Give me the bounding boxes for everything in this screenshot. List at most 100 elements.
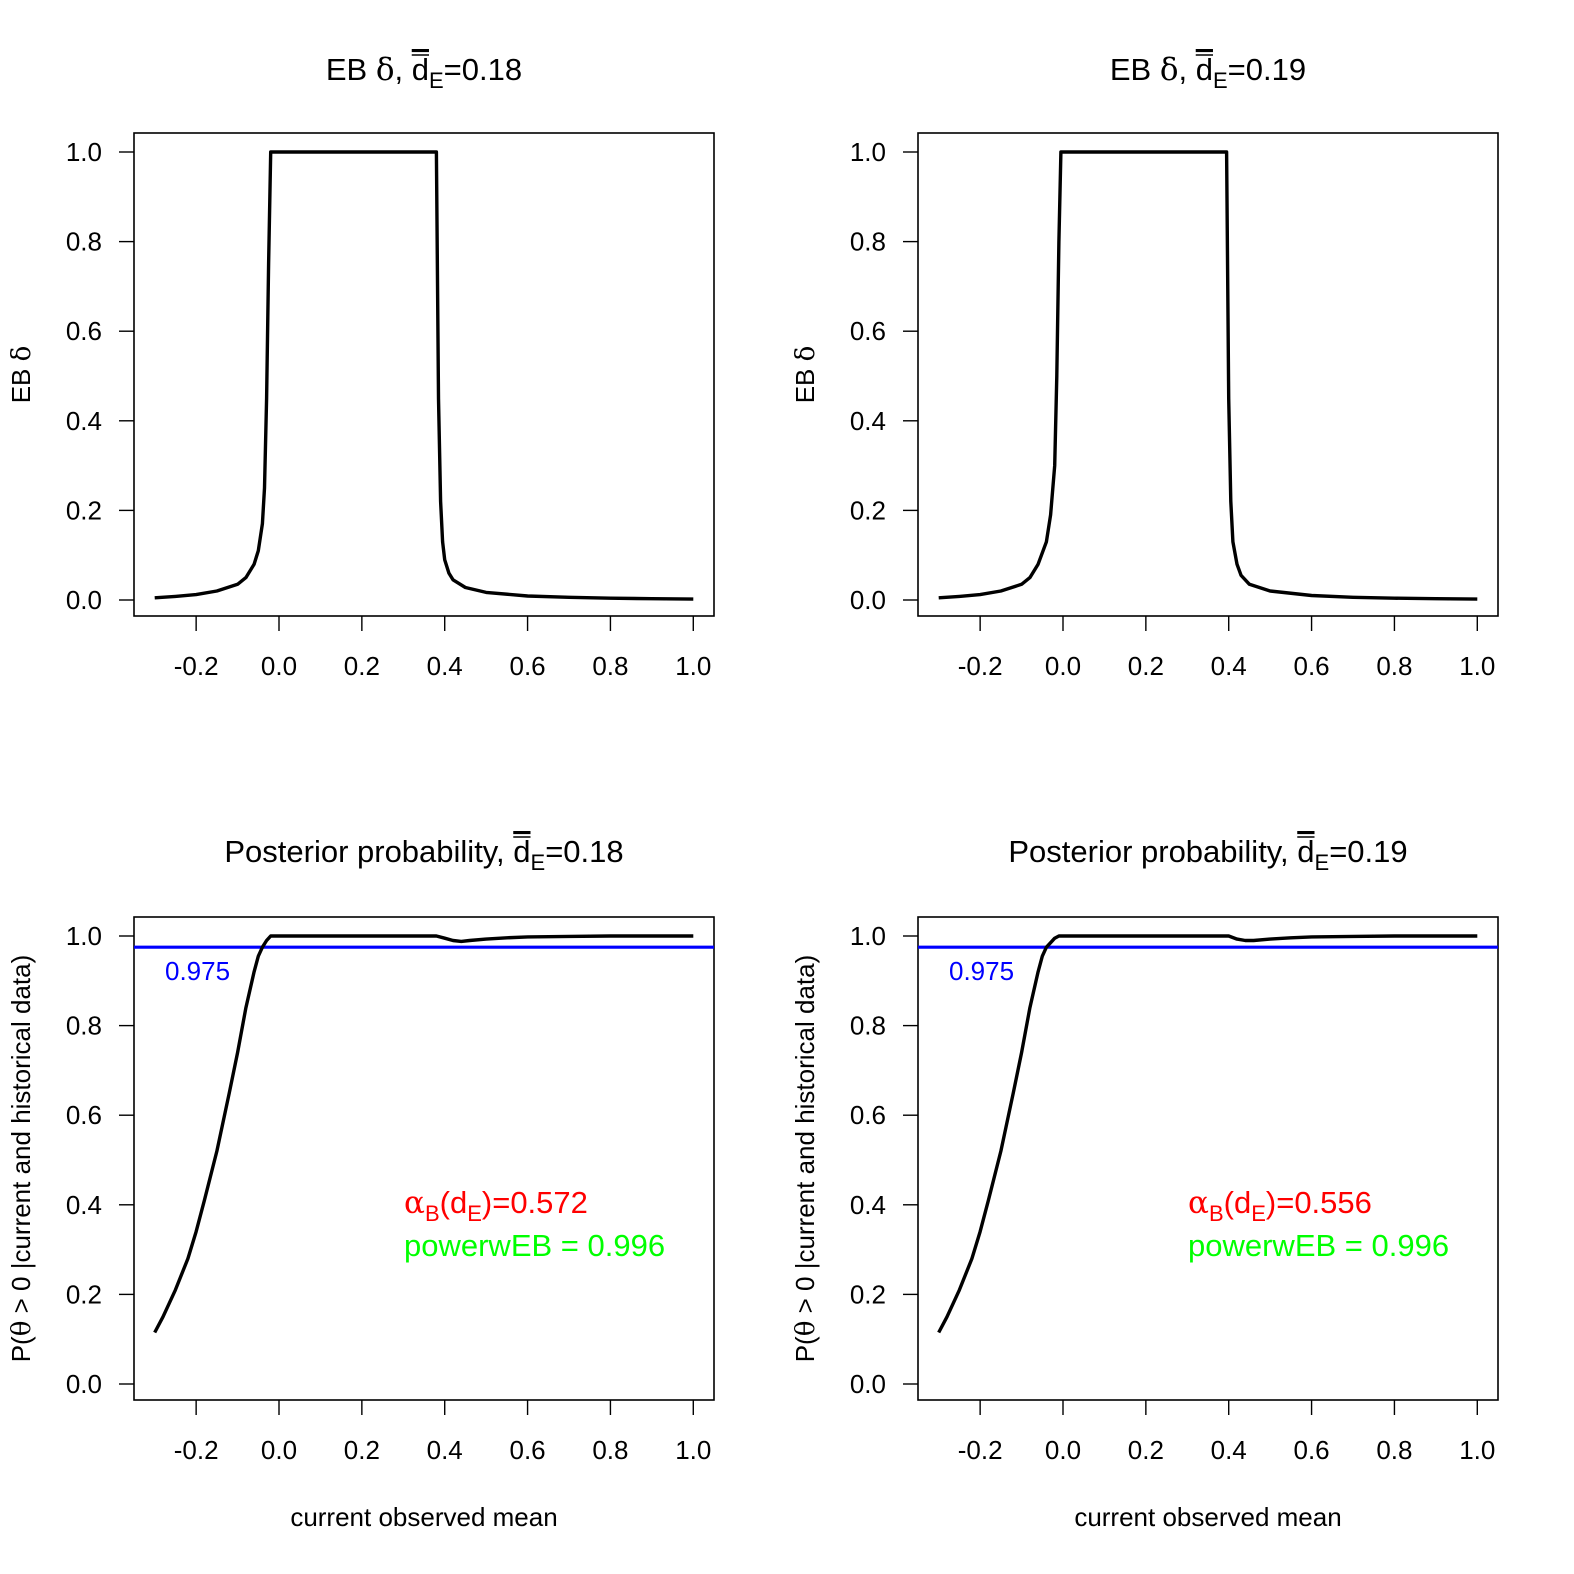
y-tick-label: 1.0 (850, 137, 886, 167)
y-tick-label: 0.0 (850, 585, 886, 615)
panel-title: Posterior probability, dE=0.19 (1008, 834, 1407, 875)
panel-bottom-left: 0.0 0.2 0.4 0.6 0.8 1.0 -0.2 0.0 0.2 0.4 0.6 0.8 1.0… (6, 834, 715, 1532)
reference-line-label: 0.975 (949, 956, 1014, 986)
x-tick-label: -0.2 (958, 1435, 1003, 1465)
x-tick-label: -0.2 (174, 1435, 219, 1465)
y-tick-label: 0.0 (850, 1369, 886, 1399)
x-tick-label: 0.6 (1293, 651, 1329, 681)
x-tick-label: 0.2 (1128, 1435, 1164, 1465)
title-variable: d (1297, 834, 1314, 869)
title-separator: , (1280, 834, 1297, 869)
x-tick-label: 0.0 (261, 1435, 297, 1465)
title-separator: , (1179, 52, 1196, 87)
x-tick-label: 0.4 (427, 1435, 463, 1465)
title-prefix: Posterior probability (224, 834, 498, 869)
series-line (937, 934, 1478, 1334)
x-tick-label: 1.0 (1459, 1435, 1495, 1465)
y-tick-label: 0.4 (850, 406, 886, 436)
x-tick-label: 0.2 (344, 1435, 380, 1465)
x-tick-label: 0.8 (592, 651, 628, 681)
y-title-prefix: EB (6, 361, 36, 403)
alpha-open-paren: ( (440, 1185, 451, 1220)
y-tick-label: 0.2 (66, 1279, 102, 1309)
title-symbol: δ (1160, 52, 1179, 88)
y-axis-title: P(θ > 0 |current and historical data) (6, 955, 37, 1363)
y-title-symbol: θ (7, 1321, 37, 1337)
x-tick-label: 0.6 (1293, 1435, 1329, 1465)
y-tick-label: 0.6 (66, 1100, 102, 1130)
y-title-suffix: > 0 |current and historical data) (790, 955, 820, 1321)
alpha-open-paren: ( (1224, 1185, 1235, 1220)
y-tick-label: 0.8 (850, 1011, 886, 1041)
y-tick-label: 1.0 (66, 921, 102, 951)
alpha-variable-subscript: E (1251, 1201, 1266, 1226)
y-tick-label: 0.6 (850, 1100, 886, 1130)
panel-bottom-right: 0.0 0.2 0.4 0.6 0.8 1.0 -0.2 0.0 0.2 0.4 0.6 0.8 1.0… (790, 834, 1499, 1532)
y-tick-label: 0.4 (66, 1190, 102, 1220)
alpha-variable-subscript: E (467, 1201, 482, 1226)
x-tick-label: 0.2 (1128, 651, 1164, 681)
alpha-symbol: α (1188, 1185, 1209, 1221)
title-variable: d (412, 52, 429, 87)
reference-line-label: 0.975 (165, 956, 230, 986)
series-line (154, 150, 694, 601)
y-tick-label: 0.2 (850, 1279, 886, 1309)
y-tick-label: 0.6 (66, 316, 102, 346)
y-title-symbol: θ (791, 1321, 821, 1337)
plot-frame (917, 132, 1499, 617)
series-line (938, 150, 1478, 601)
alpha-variable: d (1234, 1185, 1251, 1220)
title-value: =0.18 (545, 834, 623, 869)
y-tick-label: 0.2 (66, 495, 102, 525)
title-subscript: E (1315, 850, 1330, 875)
alpha-value: )=0.556 (1266, 1185, 1372, 1220)
title-prefix: EB (326, 52, 376, 87)
plot-frame (133, 132, 715, 617)
x-tick-label: 0.0 (1045, 651, 1081, 681)
x-tick-label: 0.4 (1211, 1435, 1247, 1465)
title-value: =0.18 (444, 52, 522, 87)
x-tick-label: 1.0 (1459, 651, 1495, 681)
y-title-prefix: P( (6, 1336, 36, 1362)
panel-top-right: 0.0 0.2 0.4 0.6 0.8 1.0 -0.2 0.0 0.2 0.4 0.6 0.8 1.0… (790, 52, 1499, 681)
x-tick-label: 0.0 (1045, 1435, 1081, 1465)
plot-frame (133, 916, 715, 1401)
x-tick-label: 1.0 (675, 651, 711, 681)
y-title-symbol: δ (791, 346, 821, 362)
power-annotation: powerwEB = 0.996 (1188, 1228, 1449, 1263)
y-title-symbol: δ (7, 346, 37, 362)
plot-frame (917, 916, 1499, 1401)
y-tick-label: 0.8 (66, 1011, 102, 1041)
y-tick-label: 0.4 (66, 406, 102, 436)
title-variable: d (513, 834, 530, 869)
x-tick-label: -0.2 (174, 651, 219, 681)
panel-title: EB δ, dE=0.19 (1110, 52, 1306, 93)
x-tick-label: 0.8 (592, 1435, 628, 1465)
title-separator: , (496, 834, 513, 869)
x-tick-label: 0.2 (344, 651, 380, 681)
series-line (153, 934, 694, 1334)
title-subscript: E (1213, 68, 1228, 93)
title-subscript: E (429, 68, 444, 93)
y-axis-title: EB δ (790, 346, 821, 404)
panel-title: Posterior probability, dE=0.18 (224, 834, 623, 875)
title-prefix: EB (1110, 52, 1160, 87)
power-annotation: powerwEB = 0.996 (404, 1228, 665, 1263)
panel-top-left: 0.0 0.2 0.4 0.6 0.8 1.0 -0.2 0.0 0.2 0.4 0.6 0.8 1.0… (6, 52, 715, 681)
alpha-value: )=0.572 (482, 1185, 588, 1220)
alpha-subscript: B (425, 1201, 440, 1226)
y-tick-label: 0.8 (850, 227, 886, 257)
x-tick-label: 0.8 (1376, 651, 1412, 681)
title-value: =0.19 (1228, 52, 1306, 87)
y-tick-label: 0.0 (66, 1369, 102, 1399)
title-prefix: Posterior probability (1008, 834, 1282, 869)
y-tick-label: 0.0 (66, 585, 102, 615)
y-tick-label: 0.4 (850, 1190, 886, 1220)
x-tick-label: 0.0 (261, 651, 297, 681)
x-tick-label: 0.6 (509, 651, 545, 681)
x-tick-label: 0.6 (509, 1435, 545, 1465)
y-axis-title: EB δ (6, 346, 37, 404)
x-tick-label: 0.8 (1376, 1435, 1412, 1465)
y-tick-label: 1.0 (850, 921, 886, 951)
